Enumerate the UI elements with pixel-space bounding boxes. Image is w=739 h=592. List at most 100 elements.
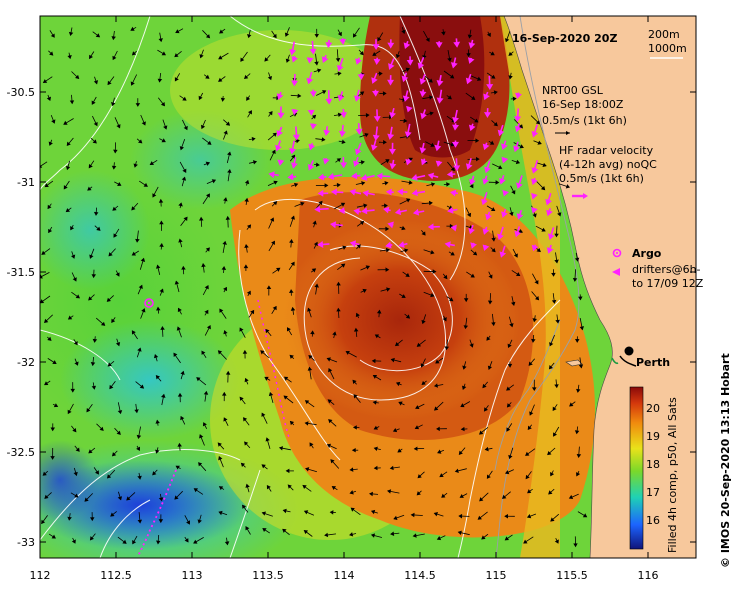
velocity-arrowhead [531, 338, 536, 343]
velocity-arrowhead [384, 203, 388, 208]
velocity-arrowhead [527, 425, 532, 431]
velocity-arrowhead [355, 58, 362, 65]
velocity-arrowhead [244, 377, 249, 383]
velocity-arrowhead [140, 257, 146, 262]
velocity-arrowhead [198, 462, 203, 467]
velocity-arrowhead [75, 74, 80, 80]
velocity-arrowhead [502, 494, 507, 499]
velocity-arrowhead [373, 116, 381, 122]
velocity-arrowhead [550, 472, 555, 477]
velocity-arrowhead [437, 449, 442, 454]
velocity-arrowhead [574, 257, 580, 262]
x-tick-label: 114.5 [404, 569, 436, 582]
velocity-arrowhead [87, 186, 92, 191]
velocity-arrowhead [240, 462, 246, 467]
velocity-arrowhead [376, 172, 383, 180]
argo-float-marker[interactable] [144, 298, 154, 308]
velocity-arrowhead [338, 130, 346, 138]
velocity-arrowhead [75, 447, 80, 452]
velocity-arrowhead [283, 395, 288, 400]
perth-marker[interactable] [624, 346, 634, 356]
velocity-arrowhead [385, 267, 390, 272]
velocity-arrowhead [65, 208, 71, 213]
velocity-arrowhead [277, 112, 285, 119]
velocity-arrowhead [373, 425, 378, 430]
velocity-arrowhead [450, 251, 455, 256]
velocity-arrowhead [290, 306, 296, 311]
velocity-arrowhead [141, 308, 146, 313]
credit-label: © IMOS 20-Sep-2020 13:13 Hobart [719, 353, 732, 568]
velocity-arrowhead [351, 172, 358, 180]
velocity-arrowhead [67, 409, 72, 415]
velocity-arrowhead [41, 250, 46, 255]
velocity-arrowhead [65, 165, 71, 171]
velocity-arrowhead [277, 159, 285, 166]
velocity-arrowhead [261, 511, 267, 516]
velocity-arrowhead [330, 188, 338, 196]
velocity-arrowhead [289, 289, 294, 293]
velocity-arrowhead [205, 247, 210, 252]
velocity-arrowhead [508, 75, 513, 80]
velocity-arrowhead [174, 53, 179, 58]
velocity-arrowhead [273, 180, 278, 185]
velocity-arrowhead [373, 465, 378, 471]
velocity-arrowhead [177, 392, 183, 397]
velocity-arrowhead [466, 212, 472, 218]
velocity-arrowhead [525, 474, 530, 480]
velocity-arrowhead [131, 206, 136, 211]
velocity-arrowhead [468, 227, 475, 235]
velocity-arrowhead [244, 441, 249, 446]
velocity-arrowhead [271, 149, 276, 154]
velocity-arrowhead [305, 467, 310, 472]
velocity-arrowhead [420, 112, 427, 120]
velocity-arrowhead [515, 92, 522, 99]
velocity-arrowhead [553, 432, 558, 437]
velocity-arrowhead [572, 278, 578, 282]
velocity-arrowhead [303, 530, 309, 535]
velocity-arrowhead [245, 483, 250, 488]
velocity-arrowhead [243, 264, 249, 269]
velocity-arrowhead [430, 249, 435, 255]
velocity-arrowhead [385, 226, 390, 232]
velocity-arrowhead [444, 346, 450, 351]
velocity-arrowhead [518, 124, 524, 129]
velocity-arrowhead [138, 284, 143, 290]
velocity-arrowhead [429, 95, 434, 100]
velocity-arrowhead [462, 365, 467, 370]
velocity-arrowhead [332, 331, 337, 336]
velocity-arrowhead [160, 101, 165, 107]
velocity-arrowhead [275, 144, 282, 152]
x-tick-label: 116 [638, 569, 659, 582]
velocity-arrowhead [111, 36, 116, 41]
y-tick-label: -31 [17, 176, 35, 189]
velocity-arrowhead [326, 443, 332, 448]
velocity-arrowhead [308, 354, 313, 360]
velocity-arrowhead [506, 427, 511, 432]
velocity-arrowhead [335, 58, 341, 62]
velocity-arrowhead [526, 513, 532, 519]
velocity-arrowhead [360, 174, 368, 181]
velocity-arrowhead [441, 31, 446, 36]
velocity-arrowhead [568, 494, 574, 499]
velocity-arrowhead [311, 268, 317, 273]
velocity-arrowhead [251, 136, 256, 142]
velocity-arrowhead [40, 299, 45, 304]
velocity-arrowhead [364, 132, 369, 138]
velocity-arrowhead [50, 33, 55, 38]
velocity-arrowhead [340, 112, 348, 119]
velocity-arrowhead [139, 384, 145, 389]
velocity-arrowhead [159, 220, 164, 225]
velocity-arrowhead [458, 450, 463, 456]
velocity-arrowhead [89, 517, 95, 522]
velocity-arrowhead [403, 42, 411, 49]
velocity-arrowhead [485, 213, 492, 221]
velocity-arrowhead [136, 434, 142, 439]
velocity-arrowhead [491, 74, 496, 79]
velocity-arrowhead [493, 122, 498, 127]
velocity-arrowhead [525, 451, 530, 456]
velocity-arrowhead [471, 95, 476, 100]
velocity-arrowhead [356, 244, 361, 249]
velocity-arrowhead [307, 109, 315, 116]
colorbar-title: Filled 4h comp, p50, All Sats [666, 397, 679, 553]
velocity-arrowhead [282, 528, 287, 533]
